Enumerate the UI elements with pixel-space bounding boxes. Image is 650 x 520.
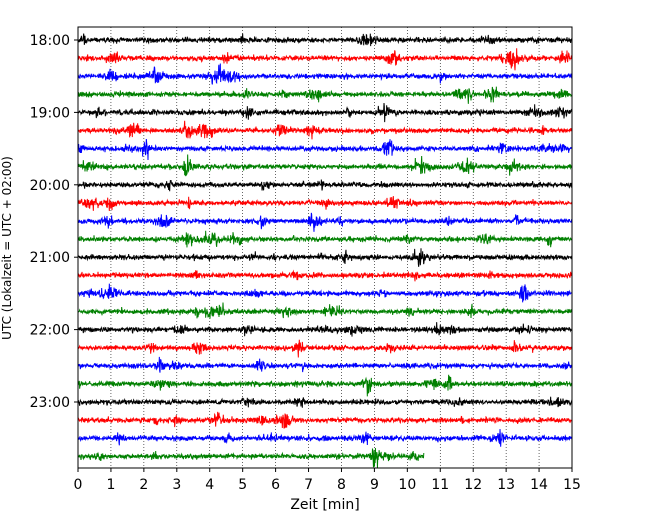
x-tick-label-0: 0 xyxy=(74,477,83,493)
trace-row-2300 xyxy=(77,396,573,408)
trace-row-1815 xyxy=(77,48,573,71)
trace-row-2330 xyxy=(77,429,573,447)
x-tick-label-5: 5 xyxy=(238,477,247,493)
x-tick-label-14: 14 xyxy=(530,477,548,493)
trace-row-1830 xyxy=(77,63,573,85)
trace-row-2315 xyxy=(77,411,573,429)
trace-row-2045 xyxy=(77,230,573,248)
trace-row-2030 xyxy=(77,212,573,232)
y-tick-label-2000: 20:00 xyxy=(30,178,70,194)
trace-row-2145 xyxy=(77,302,573,319)
trace-row-1930 xyxy=(77,138,573,161)
trace-row-1845 xyxy=(77,86,573,104)
x-tick-label-6: 6 xyxy=(271,477,280,493)
x-axis-ticks: 0 1 2 3 4 5 6 7 8 9 10 11 12 13 14 15 xyxy=(74,468,581,493)
plot-frame xyxy=(77,26,573,469)
x-tick-label-11: 11 xyxy=(431,477,449,493)
x-tick-label-4: 4 xyxy=(205,477,214,493)
y-tick-label-2100: 21:00 xyxy=(30,250,70,266)
x-tick-label-9: 9 xyxy=(370,477,379,493)
trace-row-2215 xyxy=(77,339,573,358)
y-axis-label: UTC (Lokalzeit = UTC + 02:00) xyxy=(0,156,14,340)
trace-row-2345 xyxy=(77,447,425,469)
x-tick-label-10: 10 xyxy=(398,477,416,493)
trace-row-1915 xyxy=(77,120,573,140)
x-tick-label-7: 7 xyxy=(304,477,313,493)
x-tick-label-15: 15 xyxy=(563,477,581,493)
trace-row-2015 xyxy=(77,196,573,212)
x-tick-label-1: 1 xyxy=(106,477,115,493)
trace-row-1800 xyxy=(77,33,573,47)
trace-row-2115 xyxy=(77,269,573,282)
x-tick-label-13: 13 xyxy=(497,477,515,493)
x-axis-label: Zeit [min] xyxy=(290,497,359,513)
x-tick-label-8: 8 xyxy=(337,477,346,493)
y-tick-label-2300: 23:00 xyxy=(30,395,70,411)
trace-row-2000 xyxy=(77,179,573,192)
trace-row-2130 xyxy=(77,283,573,303)
trace-row-2200 xyxy=(77,322,573,337)
seismogram-traces xyxy=(77,33,573,469)
trace-row-2245 xyxy=(77,374,573,397)
y-tick-label-1800: 18:00 xyxy=(30,33,70,49)
x-tick-label-12: 12 xyxy=(464,477,482,493)
x-tick-label-3: 3 xyxy=(172,477,181,493)
trace-row-2100 xyxy=(77,248,573,267)
trace-row-1900 xyxy=(77,103,573,123)
x-tick-label-2: 2 xyxy=(139,477,148,493)
y-tick-label-2200: 22:00 xyxy=(30,323,70,339)
y-axis-ticks: 18:00 19:00 20:00 21:00 22:00 23:00 xyxy=(30,33,78,411)
trace-row-2230 xyxy=(77,356,573,373)
trace-row-1945 xyxy=(77,154,573,177)
y-tick-label-1900: 19:00 xyxy=(30,105,70,121)
